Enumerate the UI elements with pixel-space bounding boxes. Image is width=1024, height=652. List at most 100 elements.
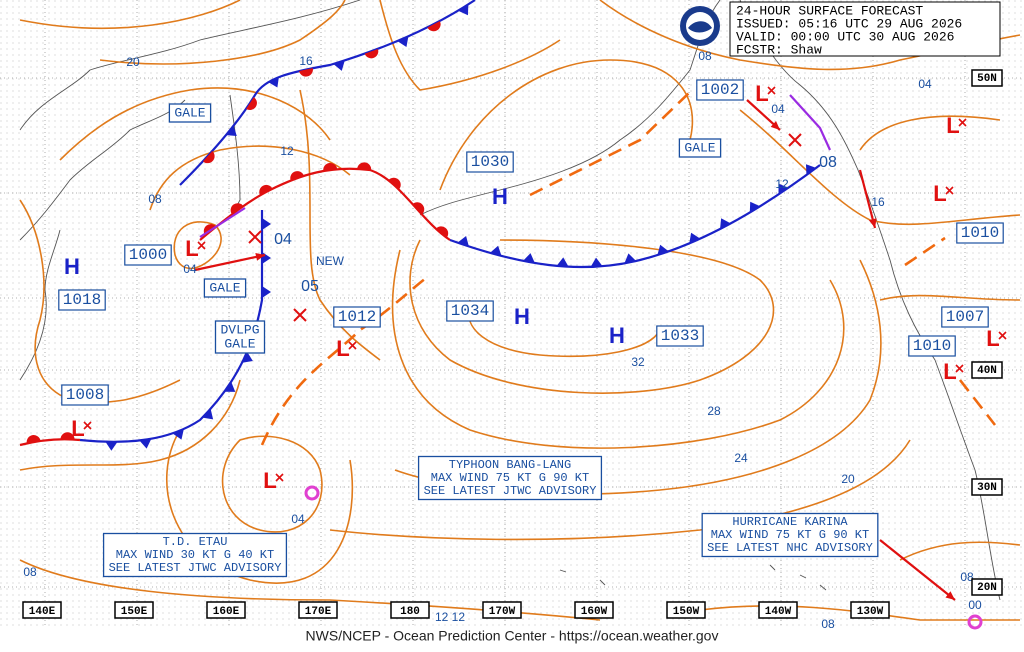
cold-front-pip bbox=[202, 408, 214, 420]
low-x bbox=[958, 118, 967, 127]
warning: GALE bbox=[203, 278, 247, 298]
warning-line: GALE bbox=[224, 336, 255, 351]
longitude-label: 160E bbox=[206, 601, 246, 619]
front-line bbox=[179, 0, 476, 186]
front-line bbox=[789, 94, 832, 151]
arrow-head bbox=[945, 591, 955, 600]
position-x bbox=[293, 308, 307, 322]
pressure-value: 1018 bbox=[63, 291, 101, 309]
front-line bbox=[199, 167, 451, 241]
isobar-label: 08 bbox=[148, 192, 162, 206]
pressure-value: 1000 bbox=[129, 246, 167, 264]
pressure-value: 1010 bbox=[961, 224, 999, 242]
low-center: L bbox=[946, 113, 959, 138]
arrow-head bbox=[255, 252, 265, 261]
cold-front-pip bbox=[457, 236, 469, 247]
longitude-box bbox=[482, 601, 522, 619]
latitude-label: 30N bbox=[971, 478, 1003, 496]
longitude-label: 130W bbox=[850, 601, 890, 619]
latitude-box bbox=[971, 578, 1003, 596]
longitude-box bbox=[390, 601, 430, 619]
pressure-box bbox=[656, 325, 704, 347]
cold-front-pip bbox=[242, 351, 253, 363]
position-x bbox=[248, 230, 262, 244]
pressure-box bbox=[908, 335, 956, 357]
longitude-label: 150W bbox=[666, 601, 706, 619]
warm-front-pip bbox=[299, 68, 313, 77]
longitude-label: 160W bbox=[574, 601, 614, 619]
tropical-symbol bbox=[304, 485, 320, 501]
longitude-label: 150E bbox=[114, 601, 154, 619]
latitude-text: 30N bbox=[977, 482, 997, 494]
center-pressure: 08 bbox=[819, 154, 837, 171]
isobars bbox=[19, 0, 1021, 621]
cold-front-pip bbox=[749, 201, 761, 213]
warning-box bbox=[214, 320, 266, 354]
cold-front-pip bbox=[689, 232, 701, 244]
low-center: L bbox=[943, 359, 956, 384]
isobar-label: 32 bbox=[631, 355, 645, 369]
warning-line: GALE bbox=[684, 140, 715, 155]
low-center: L bbox=[986, 326, 999, 351]
high-center: H bbox=[64, 254, 80, 279]
arrow-head bbox=[770, 120, 780, 130]
cold-front-pip bbox=[105, 441, 118, 451]
arrow-head bbox=[868, 218, 877, 228]
low-x bbox=[767, 86, 776, 95]
longitude-text: 150E bbox=[121, 606, 148, 618]
cold-front-pip bbox=[590, 257, 603, 267]
warm-front-pip bbox=[230, 203, 244, 215]
front-line bbox=[199, 207, 246, 238]
cold-front-pip bbox=[522, 253, 535, 264]
longitude-box bbox=[758, 601, 798, 619]
low-center: L bbox=[336, 336, 349, 361]
motion-arrow bbox=[879, 539, 956, 601]
cold-front-pip bbox=[268, 76, 279, 88]
isobar-label: 12 bbox=[280, 144, 294, 158]
longitude-text: 160W bbox=[581, 606, 608, 618]
pressure-label: 1010 bbox=[956, 222, 1004, 244]
motion-arrow bbox=[858, 169, 877, 229]
fronts bbox=[19, 0, 997, 630]
pressure-value: 1034 bbox=[451, 302, 489, 320]
advisory-line: MAX WIND 75 KT G 90 KT bbox=[431, 471, 589, 485]
front-line bbox=[19, 438, 81, 447]
isobar-label: 04 bbox=[291, 512, 305, 526]
longitude-text: 180 bbox=[400, 606, 420, 618]
cold-front-pip bbox=[262, 218, 271, 230]
warning-box bbox=[203, 278, 247, 298]
header-box bbox=[729, 1, 1001, 57]
warning-line: GALE bbox=[174, 105, 205, 120]
center-pressure: NEW bbox=[316, 254, 345, 268]
pressure-label: 1008 bbox=[61, 384, 109, 406]
cold-front-pip bbox=[224, 381, 236, 392]
pressure-box bbox=[124, 244, 172, 266]
warm-front-pip bbox=[427, 21, 441, 32]
cold-front-pip bbox=[556, 257, 569, 267]
advisory-box bbox=[701, 512, 879, 558]
isobar-label: 24 bbox=[734, 451, 748, 465]
trough bbox=[958, 379, 997, 426]
pressure-value: 1012 bbox=[338, 308, 376, 326]
longitude-text: 140W bbox=[765, 606, 792, 618]
cold-front-pip bbox=[720, 218, 731, 230]
longitude-label: 180 bbox=[390, 601, 430, 619]
isobar-label: 00 bbox=[968, 598, 982, 612]
warm-front-pip bbox=[435, 226, 449, 238]
latitude-box bbox=[971, 361, 1003, 379]
cold-front-pip bbox=[172, 429, 184, 440]
warm-front-pip bbox=[60, 432, 75, 440]
low-center: L bbox=[71, 416, 84, 441]
cold-front-pip bbox=[226, 125, 237, 137]
pressure-label: 1012 bbox=[333, 306, 381, 328]
advisory-line: MAX WIND 30 KT G 40 KT bbox=[116, 548, 274, 562]
warning-box bbox=[168, 103, 212, 123]
trough bbox=[529, 91, 691, 197]
header-line: 24-HOUR SURFACE FORECAST bbox=[736, 3, 923, 18]
coastlines bbox=[19, 0, 1001, 601]
isobar-label: 04 bbox=[183, 262, 197, 276]
isobar-label: 28 bbox=[707, 404, 721, 418]
